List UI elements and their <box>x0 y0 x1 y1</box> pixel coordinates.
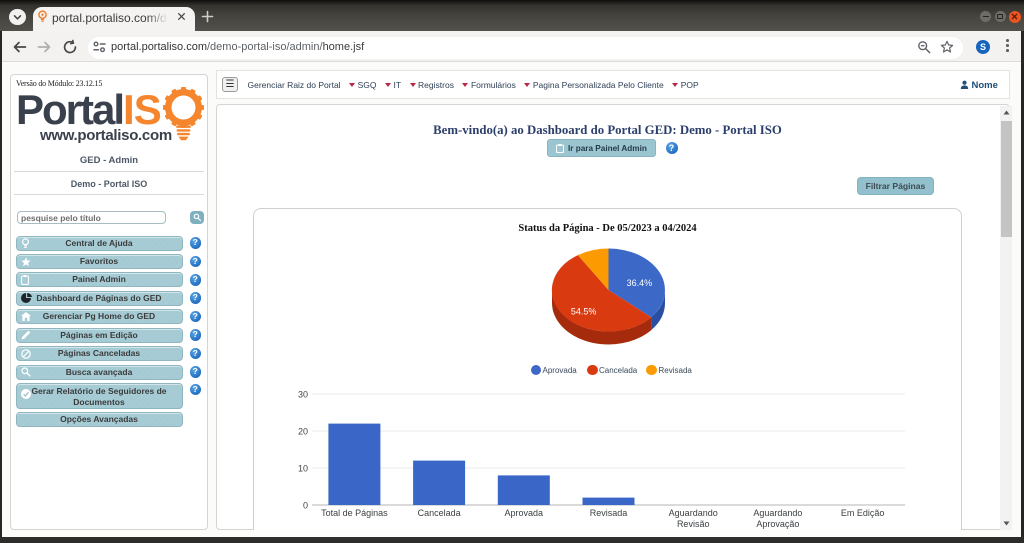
svg-text:20: 20 <box>298 427 308 437</box>
svg-text:Total de Páginas: Total de Páginas <box>321 508 388 518</box>
svg-text:Revisada: Revisada <box>590 508 628 518</box>
svg-text:36.4%: 36.4% <box>627 278 653 288</box>
svg-text:30: 30 <box>298 390 308 400</box>
svg-text:54.5%: 54.5% <box>571 307 597 317</box>
svg-text:Aprovada: Aprovada <box>505 508 544 518</box>
svg-text:Cancelada: Cancelada <box>418 508 461 518</box>
svg-text:Aprovação: Aprovação <box>756 519 799 529</box>
svg-text:0: 0 <box>303 501 308 511</box>
svg-text:Aguardando: Aguardando <box>669 508 718 518</box>
svg-text:Em Edição: Em Edição <box>841 508 885 518</box>
svg-text:Revisão: Revisão <box>677 519 710 529</box>
svg-text:10: 10 <box>298 464 308 474</box>
svg-text:Aguardando: Aguardando <box>753 508 802 518</box>
